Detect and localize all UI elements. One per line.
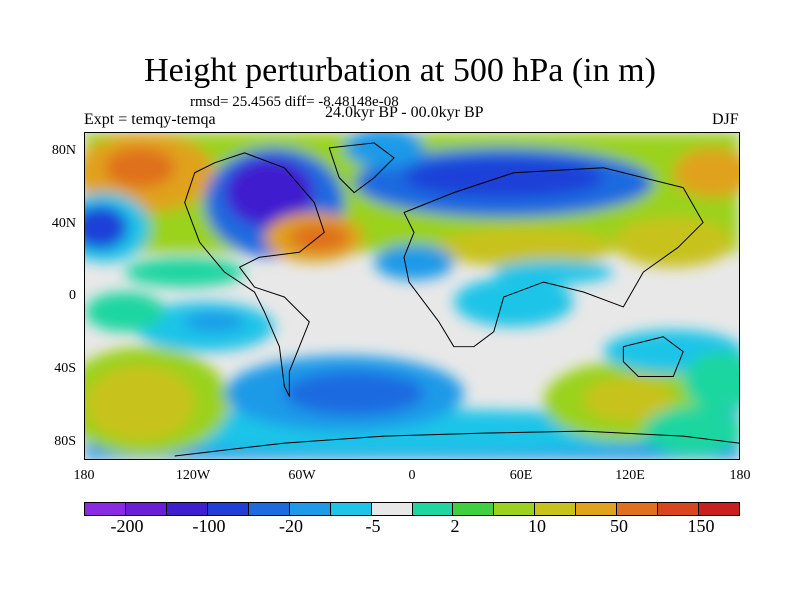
colorbar-swatch (330, 503, 372, 515)
colorbar-swatch (699, 503, 739, 515)
colorbar-swatch (412, 503, 454, 515)
map-panel (84, 132, 740, 460)
colorbar-swatch (453, 503, 495, 515)
colorbar-swatch (85, 503, 126, 515)
colorbar-swatch (207, 503, 249, 515)
lon-label-60w: 60W (288, 468, 316, 483)
period-label: 24.0kyr BP - 00.0kyr BP (325, 104, 484, 121)
colorbar (84, 502, 740, 516)
lon-label-180w: 180 (73, 468, 95, 483)
lat-label-80s: 80S (54, 434, 76, 449)
colorbar-swatch (494, 503, 536, 515)
colorbar-label: 2 (450, 516, 460, 536)
colorbar-swatch (125, 503, 167, 515)
lon-label-180e: 180 (729, 468, 751, 483)
colorbar-swatch (248, 503, 290, 515)
colorbar-swatch (371, 503, 413, 515)
colorbar-label: -5 (365, 516, 381, 536)
colorbar-label: 10 (528, 516, 546, 536)
colorbar-swatch (658, 503, 700, 515)
lon-label-60e: 60E (509, 468, 533, 483)
colorbar-label: -100 (192, 516, 226, 536)
lon-label-0: 0 (408, 468, 416, 483)
colorbar-label: -200 (110, 516, 144, 536)
plot-title: Height perturbation at 500 hPa (in m) (144, 52, 656, 89)
rmsd-diff-stats: rmsd= 25.4565 diff= -8.48148e-08 (190, 94, 399, 110)
colorbar-swatch (166, 503, 208, 515)
colorbar-label: 50 (610, 516, 628, 536)
colorbar-swatch (576, 503, 618, 515)
height-perturbation-field (85, 133, 739, 459)
lon-label-120w: 120W (175, 468, 211, 483)
colorbar-label: -20 (279, 516, 303, 536)
colorbar-swatch (617, 503, 659, 515)
colorbar-swatch (289, 503, 331, 515)
lat-label-eq: 0 (69, 288, 76, 303)
lat-label-80n: 80N (51, 143, 76, 158)
lon-label-120e: 120E (615, 468, 645, 483)
lat-label-40s: 40S (54, 361, 76, 376)
colorbar-label: 150 (687, 516, 715, 536)
season-label: DJF (712, 111, 739, 128)
lat-label-40n: 40N (51, 216, 76, 231)
colorbar-swatch (535, 503, 577, 515)
experiment-label: Expt = temqy-temqa (84, 111, 216, 128)
